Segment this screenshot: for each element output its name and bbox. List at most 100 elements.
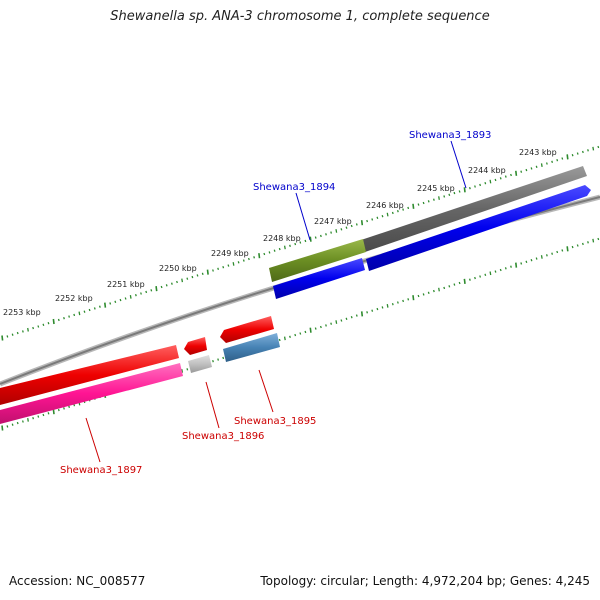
reverse-strand-genes <box>0 316 280 424</box>
ruler-tick <box>309 327 312 333</box>
ruler-tick <box>253 256 256 259</box>
ruler-tick <box>581 150 584 154</box>
ruler-tick <box>376 307 379 311</box>
ruler-tick <box>155 286 158 292</box>
ruler-tick <box>540 163 543 168</box>
ruler-tick <box>335 320 338 324</box>
ruler-tick <box>150 289 153 292</box>
ruler-tick <box>525 260 528 263</box>
ruler-tick <box>592 146 595 151</box>
gene-label-shewana3-1896[interactable]: Shewana3_1896 <box>182 431 264 442</box>
gene-red-reverse-small[interactable] <box>220 316 274 343</box>
ruler-tick <box>134 294 137 297</box>
ruler-tick <box>571 245 574 249</box>
ruler-tick <box>386 303 389 308</box>
accession-text: Accession: NC_008577 <box>9 574 146 588</box>
ruler-label: 2252 kbp <box>55 294 93 303</box>
ruler-tick <box>504 267 507 270</box>
ruler-tick <box>32 326 35 330</box>
ruler-tick <box>124 297 127 300</box>
ruler-tick <box>587 241 589 244</box>
ruler-tick <box>556 250 559 254</box>
ruler-tick <box>181 369 184 373</box>
ruler-tick <box>11 333 14 336</box>
ruler-tick <box>47 412 50 415</box>
ruler-tick <box>52 318 55 325</box>
ruler-tick <box>340 228 343 231</box>
ruler-tick <box>212 269 214 272</box>
ruler-tick <box>98 305 101 308</box>
ruler-tick <box>191 275 194 279</box>
ruler-tick <box>222 356 225 360</box>
ruler-tick <box>386 212 389 217</box>
ruler-tick <box>140 292 142 295</box>
ruler-tick <box>335 229 338 233</box>
gene-shewana3-1897[interactable] <box>0 363 183 424</box>
ruler-tick <box>37 325 40 328</box>
gene-label-shewana3-1897[interactable]: Shewana3_1897 <box>60 465 142 476</box>
ruler-tick <box>540 255 543 259</box>
ruler-tick <box>165 284 168 287</box>
ruler-tick <box>325 233 327 236</box>
ruler-tick <box>417 294 420 298</box>
ruler-tick <box>278 247 281 251</box>
ruler-tick <box>566 246 569 252</box>
ruler-tick <box>186 368 189 371</box>
ruler-label: 2249 kbp <box>211 249 249 258</box>
ruler-tick <box>427 200 430 203</box>
gene-shewana3-1895[interactable] <box>223 333 280 362</box>
gene-shewana3-1893[interactable] <box>366 185 591 271</box>
ruler-tick <box>597 145 600 149</box>
gene-shewana3-1894[interactable] <box>269 239 366 282</box>
ruler-tick <box>474 276 476 280</box>
ruler-tick <box>499 268 502 272</box>
ruler-tick <box>181 278 184 283</box>
ruler-tick <box>510 265 512 268</box>
ruler-tick <box>109 302 112 305</box>
ruler-tick <box>6 335 9 338</box>
ruler-tick <box>566 154 569 160</box>
ruler-tick <box>494 270 497 273</box>
ruler-tick <box>479 275 482 278</box>
gene-red-reverse-large[interactable] <box>0 345 179 405</box>
ruler-label: 2250 kbp <box>159 264 197 273</box>
gene-grey-forward[interactable] <box>361 166 587 252</box>
ruler-tick <box>68 405 71 408</box>
gene-shewana3-1896[interactable] <box>188 355 212 373</box>
ruler-tick <box>93 307 96 310</box>
ruler-tick <box>545 162 548 165</box>
ruler-tick <box>581 242 584 246</box>
ruler-tick <box>576 244 579 247</box>
ruler-tick <box>371 309 374 312</box>
ruler-tick <box>299 332 302 335</box>
ruler-tick <box>340 319 343 322</box>
gene-label-shewana3-1893[interactable]: Shewana3_1893 <box>409 130 491 141</box>
ruler-labels: 2243 kbp 2244 kbp 2245 kbp 2246 kbp 2247… <box>3 148 557 317</box>
ruler-tick <box>73 313 76 317</box>
gene-label-shewana3-1895[interactable]: Shewana3_1895 <box>234 416 316 427</box>
ruler-tick <box>278 338 281 342</box>
ruler-tick <box>294 242 297 246</box>
gene-blue-forward-small[interactable] <box>273 258 365 299</box>
ruler-tick <box>402 299 405 303</box>
ruler-tick <box>453 191 456 195</box>
ruler-tick <box>396 301 399 304</box>
ruler-tick <box>6 425 9 428</box>
gene-red-reverse-fragment[interactable] <box>184 337 207 355</box>
ruler-tick <box>474 185 476 188</box>
ruler-tick <box>57 408 60 412</box>
ruler-tick <box>525 168 528 172</box>
ruler-tick <box>417 203 420 206</box>
ruler-tick <box>145 290 148 294</box>
ruler-label: 2245 kbp <box>417 184 455 193</box>
gene-label-shewana3-1894[interactable]: Shewana3_1894 <box>253 182 335 193</box>
ruler-tick <box>52 409 55 415</box>
ruler-tick <box>21 330 24 333</box>
ruler-tick <box>438 196 440 200</box>
map-title: Shewanella sp. ANA-3 chromosome 1, compl… <box>110 9 490 24</box>
ruler-tick <box>479 183 482 187</box>
ruler-tick <box>21 420 24 423</box>
ruler-tick <box>530 167 533 170</box>
ruler-tick <box>366 219 369 223</box>
ruler-tick <box>438 287 440 292</box>
